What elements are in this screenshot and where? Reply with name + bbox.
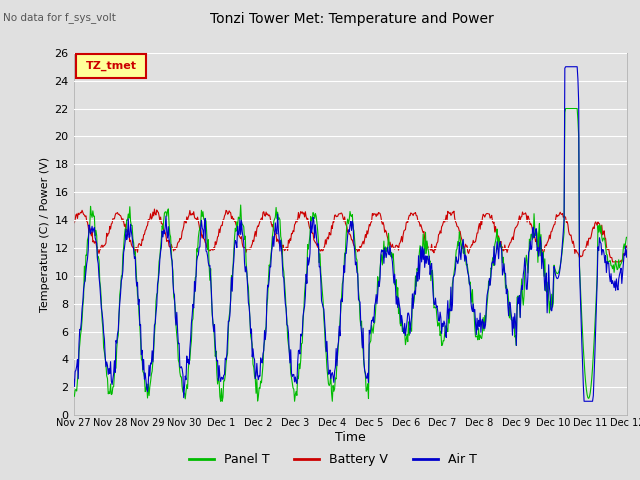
Y-axis label: Temperature (C) / Power (V): Temperature (C) / Power (V) — [40, 156, 51, 312]
FancyBboxPatch shape — [76, 54, 145, 78]
Legend: Panel T, Battery V, Air T: Panel T, Battery V, Air T — [184, 448, 482, 471]
Text: TZ_tmet: TZ_tmet — [86, 60, 136, 71]
Text: No data for f_sys_volt: No data for f_sys_volt — [3, 12, 116, 23]
X-axis label: Time: Time — [335, 431, 366, 444]
Text: Tonzi Tower Met: Temperature and Power: Tonzi Tower Met: Temperature and Power — [210, 12, 494, 26]
